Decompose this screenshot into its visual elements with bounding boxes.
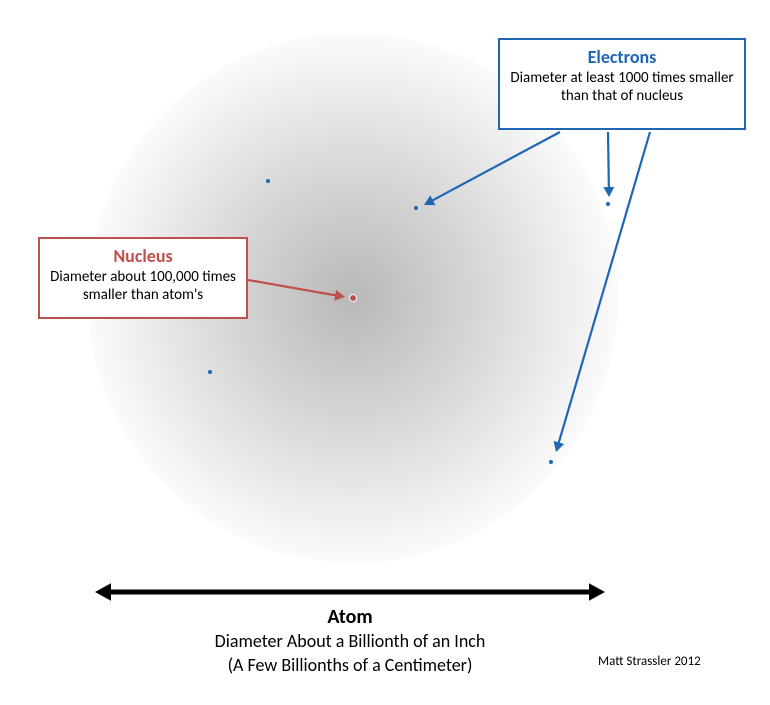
electrons-callout-title: Electrons <box>510 46 734 69</box>
electron-dot <box>414 206 418 210</box>
nucleus-callout-body: Diameter about 100,000 times smaller tha… <box>50 268 236 306</box>
atom-label-line2: (A Few Billionths of a Centimeter) <box>228 654 473 676</box>
credit-text: Matt Strassler 2012 <box>598 654 701 669</box>
nucleus-dot <box>350 295 356 301</box>
diagram-canvas: Nucleus Diameter about 100,000 times sma… <box>0 0 770 705</box>
nucleus-callout-title: Nucleus <box>50 245 236 268</box>
atom-label-title: Atom <box>100 604 600 630</box>
nucleus-callout: Nucleus Diameter about 100,000 times sma… <box>38 237 248 319</box>
electrons-callout: Electrons Diameter at least 1000 times s… <box>498 38 746 130</box>
electron-dot <box>266 179 270 183</box>
electron-dot <box>549 460 553 464</box>
electrons-callout-body: Diameter at least 1000 times smaller tha… <box>510 69 734 107</box>
atom-diameter-label: Atom Diameter About a Billionth of an In… <box>100 604 600 678</box>
electron-dot <box>606 202 610 206</box>
atom-label-line1: Diameter About a Billionth of an Inch <box>215 630 486 652</box>
electron-dot <box>208 370 212 374</box>
